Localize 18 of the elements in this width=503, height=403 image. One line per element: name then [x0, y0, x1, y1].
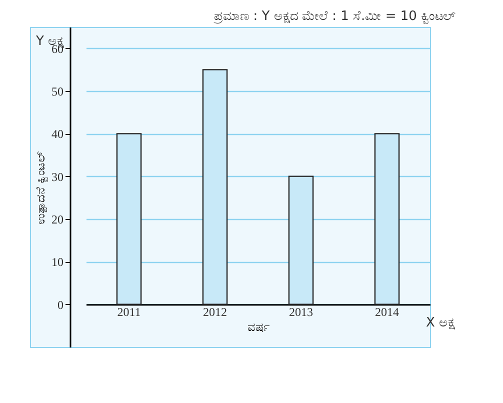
- y-axis-title: ಉತ್ಪಾದನೆ ಕ್ವಿಂಟಲ್: [34, 150, 48, 224]
- y-tick-label: 50: [52, 84, 64, 98]
- bar: [202, 69, 228, 305]
- x-tick-label: 2014: [375, 304, 399, 319]
- annotation: X ಅಕ್ಷ: [426, 315, 456, 330]
- bar: [288, 176, 314, 305]
- y-tick-label: 10: [52, 255, 64, 270]
- bar: [116, 133, 142, 305]
- x-tick-label: 2012: [203, 304, 227, 319]
- y-tick-label: 40: [52, 127, 64, 142]
- bar: [374, 133, 400, 305]
- x-axis-title: ವರ್ಷ: [248, 320, 270, 334]
- y-tick-label: 20: [52, 212, 64, 226]
- chart-title: ಪ್ರಮಾಣ : Y ಅಕ್ಷದ ಮೇಲೆ : 1 ಸೆ.ಮೀ = 10 ಕ್ವಿಂಟಲ್: [213, 9, 456, 24]
- x-tick-label: 2013: [289, 304, 313, 319]
- y-tick-label: 30: [52, 170, 64, 184]
- y-tick-label: 0: [58, 298, 64, 312]
- x-tick-label: 2011: [117, 304, 141, 319]
